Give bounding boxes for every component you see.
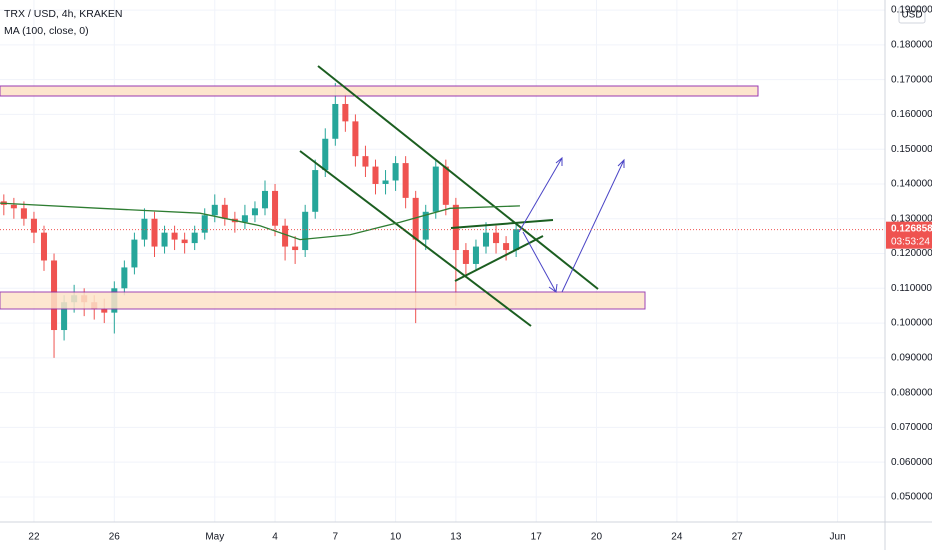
candle-body (201, 215, 208, 233)
trend-line (454, 235, 544, 282)
candle-body (372, 166, 379, 184)
candle-body (20, 208, 27, 219)
x-tick-label: 27 (732, 532, 744, 543)
ma-line (0, 202, 520, 241)
currency-badge (898, 6, 926, 24)
overlay: 0.126858 03:53:24 USD (0, 6, 932, 249)
candle-body (503, 243, 510, 251)
x-tick-label: 24 (671, 532, 683, 543)
y-tick-label: 0.140000 (891, 179, 932, 190)
candle-body (40, 232, 48, 261)
x-tick-label: 13 (450, 532, 462, 543)
support-zone (0, 291, 646, 310)
candle-body (312, 170, 319, 212)
arrow (561, 158, 625, 293)
candle-body (191, 232, 198, 244)
last-price-label: 0.126858 (891, 223, 932, 234)
projection-arrows (518, 156, 625, 293)
countdown: 03:53:24 (891, 236, 930, 247)
x-tick-label: 26 (109, 532, 121, 543)
candle-body (101, 309, 108, 313)
y-tick-label: 0.070000 (891, 422, 932, 433)
moving-average (0, 202, 520, 241)
y-tick-label: 0.120000 (891, 248, 932, 259)
candle-body (513, 229, 520, 251)
candle-body (131, 239, 138, 268)
candle-body (181, 239, 188, 244)
candle-body (151, 218, 158, 247)
candle-body (432, 166, 439, 212)
x-tick-label: 10 (390, 532, 402, 543)
candle-body (392, 163, 399, 181)
candle-body (402, 163, 409, 198)
x-tick-label: Jun (830, 532, 846, 543)
candle-body (121, 267, 128, 289)
candle-body (362, 156, 369, 167)
candle-body (322, 138, 329, 171)
x-tick-label: 20 (591, 532, 603, 543)
y-tick-label: 0.130000 (891, 213, 932, 224)
candle-body (302, 211, 309, 251)
candle-body (161, 232, 168, 247)
y-tick-label: 0.150000 (891, 144, 932, 155)
trend-line (450, 219, 554, 229)
y-tick-label: 0.100000 (891, 318, 932, 329)
candle-body (382, 180, 389, 184)
candle-body (221, 204, 228, 219)
y-tick-label: 0.050000 (891, 492, 932, 503)
last-price-box (886, 221, 932, 249)
y-tick-label: 0.060000 (891, 457, 932, 468)
trend-line (299, 150, 532, 327)
y-tick-label: 0.190000 (891, 5, 932, 16)
arrow (522, 231, 558, 293)
y-tick-label: 0.170000 (891, 74, 932, 85)
y-tick-label: 0.080000 (891, 387, 932, 398)
candle-body (292, 246, 299, 251)
candle-body (211, 204, 218, 216)
x-tick-label: 4 (272, 532, 278, 543)
candle-body (342, 103, 349, 122)
candle-body (442, 166, 449, 205)
x-tick-label: 17 (531, 532, 543, 543)
y-tick-label: 0.180000 (891, 40, 932, 51)
candles (0, 83, 520, 358)
x-tick-label: May (205, 532, 224, 543)
candle-body (332, 103, 339, 139)
indicator-label: MA (100, close, 0) (4, 25, 89, 37)
candle-body (472, 246, 479, 264)
x-tick-label: 7 (333, 532, 339, 543)
candle-body (493, 232, 500, 244)
candle-body (10, 204, 17, 209)
candle-body (261, 190, 269, 209)
arrow (518, 156, 563, 233)
candle-body (482, 232, 490, 247)
candle-body (412, 197, 419, 240)
chart-title: TRX / USD, 4h, KRAKEN (4, 8, 122, 20)
candle-body (282, 225, 289, 247)
candle-body (462, 250, 469, 264)
grid (0, 0, 885, 522)
x-tick-label: 22 (28, 532, 40, 543)
candle-body (352, 121, 359, 157)
y-tick-label: 0.090000 (891, 352, 932, 363)
candle-body (422, 211, 429, 240)
currency-label: USD (901, 10, 922, 21)
candle-body (241, 215, 248, 223)
trend-lines (299, 65, 599, 327)
resistance-zone (0, 85, 759, 97)
y-tick-label: 0.160000 (891, 109, 932, 120)
candle-body (171, 232, 178, 240)
candle-body (30, 218, 37, 233)
candle-body (251, 208, 258, 216)
candle-body (61, 302, 68, 331)
trend-line (317, 65, 599, 290)
y-tick-label: 0.110000 (891, 283, 932, 294)
candle-body (272, 190, 279, 226)
